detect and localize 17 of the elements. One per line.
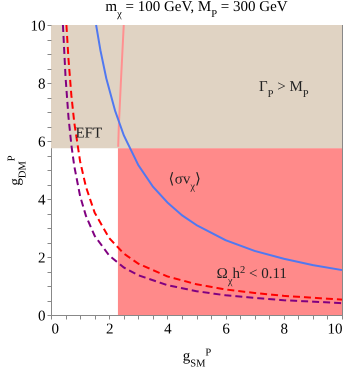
x-tick-label: 0: [52, 322, 59, 338]
y-tick-label: 8: [38, 76, 46, 92]
y-tick-label: 4: [38, 192, 46, 208]
x-tick-label: 4: [164, 322, 172, 338]
y-tick-label: 6: [38, 134, 46, 150]
x-tick-label: 10: [328, 322, 342, 338]
y-tick-label: 2: [38, 250, 46, 266]
annotation: Γ$_{P}$ > M$_{P}$: [258, 78, 309, 100]
x-tick-label: 6: [222, 322, 230, 338]
annotation: ⟨σv$_{χ}$⟩: [168, 172, 201, 192]
x-tick-label: 8: [280, 322, 288, 338]
y-tick-label: 0: [38, 308, 46, 324]
x-tick-label: 2: [106, 322, 114, 338]
annotation: Ω$_{χ}$h$^{2}$ < 0.11: [216, 264, 287, 286]
y-tick-label: 10: [30, 18, 46, 34]
annotation: EFT: [75, 125, 102, 142]
chart-title: m$_{χ}$ = 100 GeV, M$_{P}$ = 300 GeV: [105, 0, 288, 20]
